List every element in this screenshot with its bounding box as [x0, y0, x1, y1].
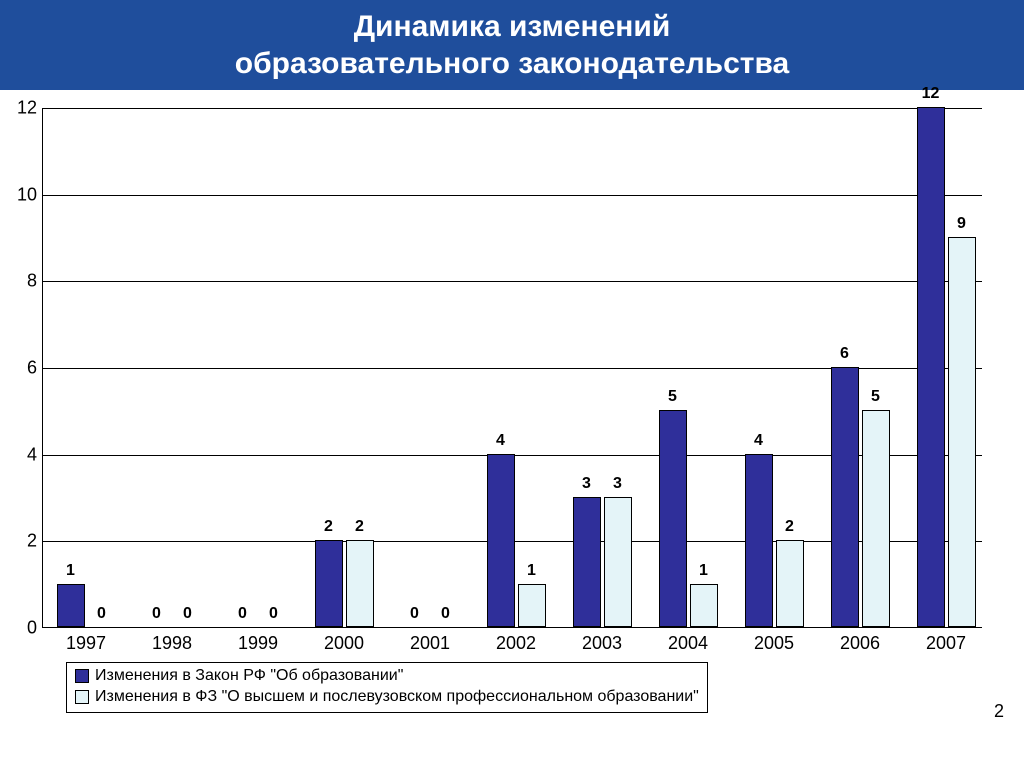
data-label: 0: [97, 605, 106, 623]
legend-swatch: [75, 669, 89, 683]
x-tick-label: 2006: [840, 633, 880, 654]
x-tick-label: 2001: [410, 633, 450, 654]
data-label: 1: [66, 562, 75, 580]
legend-item: Изменения в ФЗ "О высшем и послевузовско…: [75, 687, 699, 708]
data-label: 12: [922, 85, 940, 103]
y-tick-label: 0: [27, 618, 37, 639]
y-tick-label: 4: [27, 444, 37, 465]
bar: [346, 540, 374, 627]
data-label: 2: [785, 518, 794, 536]
data-label: 2: [355, 518, 364, 536]
gridline: [43, 195, 982, 196]
data-label: 2: [324, 518, 333, 536]
data-label: 9: [957, 215, 966, 233]
page-number: 2: [994, 701, 1004, 722]
bar: [518, 584, 546, 627]
data-label: 3: [582, 475, 591, 493]
data-label: 1: [699, 562, 708, 580]
bar: [917, 107, 945, 627]
title-band: Динамика изменений образовательного зако…: [0, 0, 1024, 90]
data-label: 0: [238, 605, 247, 623]
data-label: 5: [668, 388, 677, 406]
x-tick-label: 1997: [66, 633, 106, 654]
bar: [745, 454, 773, 627]
x-tick-label: 1998: [152, 633, 192, 654]
legend-label: Изменения в ФЗ "О высшем и послевузовско…: [95, 687, 699, 708]
bar: [573, 497, 601, 627]
x-tick-label: 2005: [754, 633, 794, 654]
data-label: 0: [152, 605, 161, 623]
y-tick-label: 12: [17, 98, 37, 119]
y-tick-label: 8: [27, 271, 37, 292]
data-label: 4: [754, 432, 763, 450]
x-tick-label: 1999: [238, 633, 278, 654]
data-label: 3: [613, 475, 622, 493]
bar: [604, 497, 632, 627]
bar: [487, 454, 515, 627]
plot-area: 0246810121997101998001999002000222001002…: [42, 108, 982, 628]
legend-label: Изменения в Закон РФ "Об образовании": [95, 666, 403, 687]
slide-title: Динамика изменений образовательного зако…: [215, 2, 809, 89]
bar: [659, 410, 687, 627]
data-label: 0: [269, 605, 278, 623]
data-label: 0: [410, 605, 419, 623]
x-tick-label: 2004: [668, 633, 708, 654]
bar: [690, 584, 718, 627]
x-tick-label: 2007: [926, 633, 966, 654]
bar: [831, 367, 859, 627]
gridline: [43, 108, 982, 109]
data-label: 6: [840, 345, 849, 363]
x-tick-label: 2003: [582, 633, 622, 654]
bar: [315, 540, 343, 627]
bar: [862, 410, 890, 627]
y-tick-label: 6: [27, 358, 37, 379]
y-tick-label: 2: [27, 531, 37, 552]
y-tick-label: 10: [17, 184, 37, 205]
data-label: 1: [527, 562, 536, 580]
x-tick-label: 2000: [324, 633, 364, 654]
gridline: [43, 281, 982, 282]
data-label: 0: [183, 605, 192, 623]
x-tick-label: 2002: [496, 633, 536, 654]
data-label: 0: [441, 605, 450, 623]
legend-item: Изменения в Закон РФ "Об образовании": [75, 666, 699, 687]
bar: [57, 584, 85, 627]
legend: Изменения в Закон РФ "Об образовании"Изм…: [66, 662, 708, 713]
chart-container: 0246810121997101998001999002000222001002…: [12, 100, 1012, 710]
bar: [776, 540, 804, 627]
data-label: 4: [496, 432, 505, 450]
data-label: 5: [871, 388, 880, 406]
legend-swatch: [75, 690, 89, 704]
bar: [948, 237, 976, 627]
